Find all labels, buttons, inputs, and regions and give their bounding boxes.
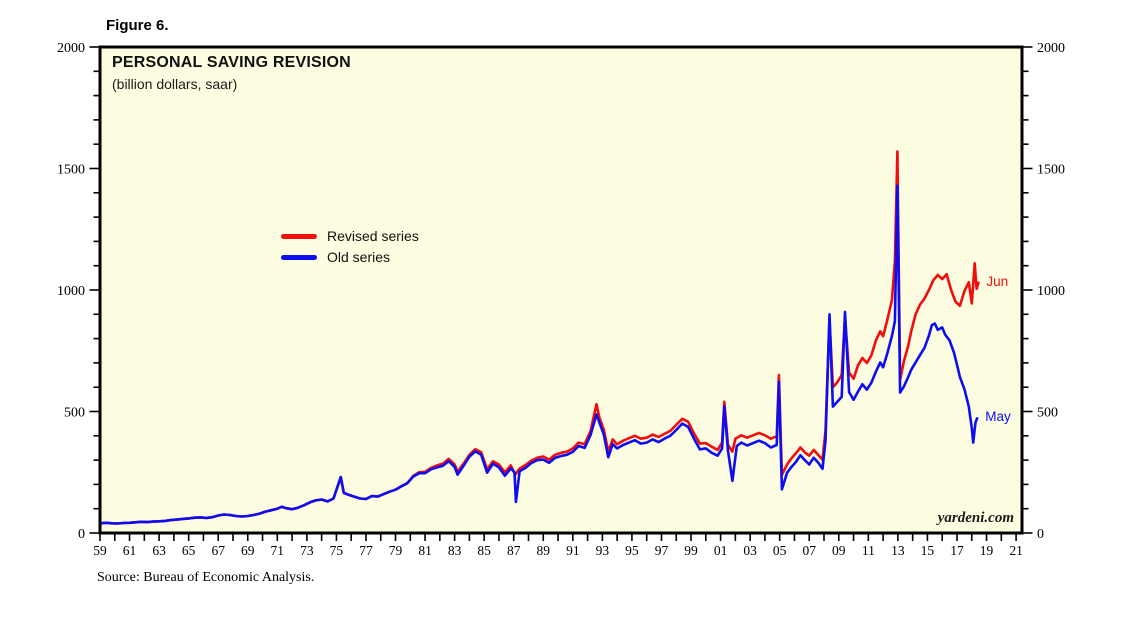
x-tick-label: 73 [300, 543, 314, 558]
x-tick-label: 11 [862, 543, 875, 558]
x-tick-label: 99 [684, 543, 698, 558]
x-tick-label: 81 [418, 543, 432, 558]
x-tick-label: 69 [241, 543, 255, 558]
y-tick-label-right: 500 [1037, 406, 1058, 421]
plot-area [100, 47, 1022, 533]
x-tick-label: 21 [1009, 543, 1023, 558]
x-tick-label: 07 [802, 543, 816, 558]
x-tick-label: 01 [714, 543, 728, 558]
chart-title: PERSONAL SAVING REVISION [112, 54, 351, 71]
x-tick-label: 03 [743, 543, 757, 558]
legend: Revised series Old series [281, 228, 419, 265]
x-tick-label: 61 [123, 543, 137, 558]
plot-frame [98, 45, 1024, 535]
watermark: yardeni.com [937, 510, 1014, 526]
y-tick-label-right: 1000 [1037, 284, 1065, 299]
x-tick-label: 13 [891, 543, 905, 558]
y-tick-label-right: 0 [1037, 527, 1044, 542]
x-tick-label: 71 [271, 543, 285, 558]
x-tick-label: 05 [773, 543, 787, 558]
y-tick-label-right: 2000 [1037, 41, 1065, 56]
series-end-label-may: May [985, 409, 1011, 425]
x-tick-label: 59 [93, 543, 107, 558]
x-tick-label: 79 [389, 543, 403, 558]
x-tick-label: 89 [537, 543, 551, 558]
legend-label-old: Old series [327, 249, 391, 265]
x-tick-label: 85 [477, 543, 491, 558]
legend-item-revised: Revised series [281, 228, 419, 244]
x-tick-label: 75 [330, 543, 344, 558]
x-tick-label: 65 [182, 543, 196, 558]
x-tick-label: 19 [980, 543, 994, 558]
x-tick-label: 63 [152, 543, 166, 558]
legend-item-old: Old series [281, 249, 419, 265]
x-tick-label: 95 [625, 543, 639, 558]
x-tick-label: 97 [655, 543, 669, 558]
y-tick-label-left: 0 [78, 527, 85, 542]
y-tick-label-right: 1500 [1037, 163, 1065, 178]
chart-subtitle: (billion dollars, saar) [112, 76, 238, 92]
x-tick-label: 15 [921, 543, 935, 558]
series-end-label-jun: Jun [986, 273, 1009, 289]
x-tick-label: 87 [507, 543, 521, 558]
series-line-old [98, 184, 979, 525]
x-tick-label: 17 [950, 543, 964, 558]
x-tick-label: 93 [596, 543, 610, 558]
y-tick-label-left: 1500 [57, 163, 85, 178]
y-tick-label-left: 500 [64, 406, 85, 421]
old-series-line-swatch [281, 254, 317, 260]
source-note: Source: Bureau of Economic Analysis. [97, 570, 315, 585]
y-tick-label-left: 1000 [57, 284, 85, 299]
x-tick-label: 09 [832, 543, 846, 558]
y-tick-label-left: 2000 [57, 41, 85, 56]
figure-label: Figure 6. [106, 17, 169, 34]
x-tick-label: 77 [359, 543, 373, 558]
x-tick-label: 67 [211, 543, 225, 558]
legend-label-revised: Revised series [327, 228, 419, 244]
x-tick-label: 83 [448, 543, 462, 558]
x-tick-label: 91 [566, 543, 580, 558]
revised-series-line-swatch [281, 233, 317, 239]
